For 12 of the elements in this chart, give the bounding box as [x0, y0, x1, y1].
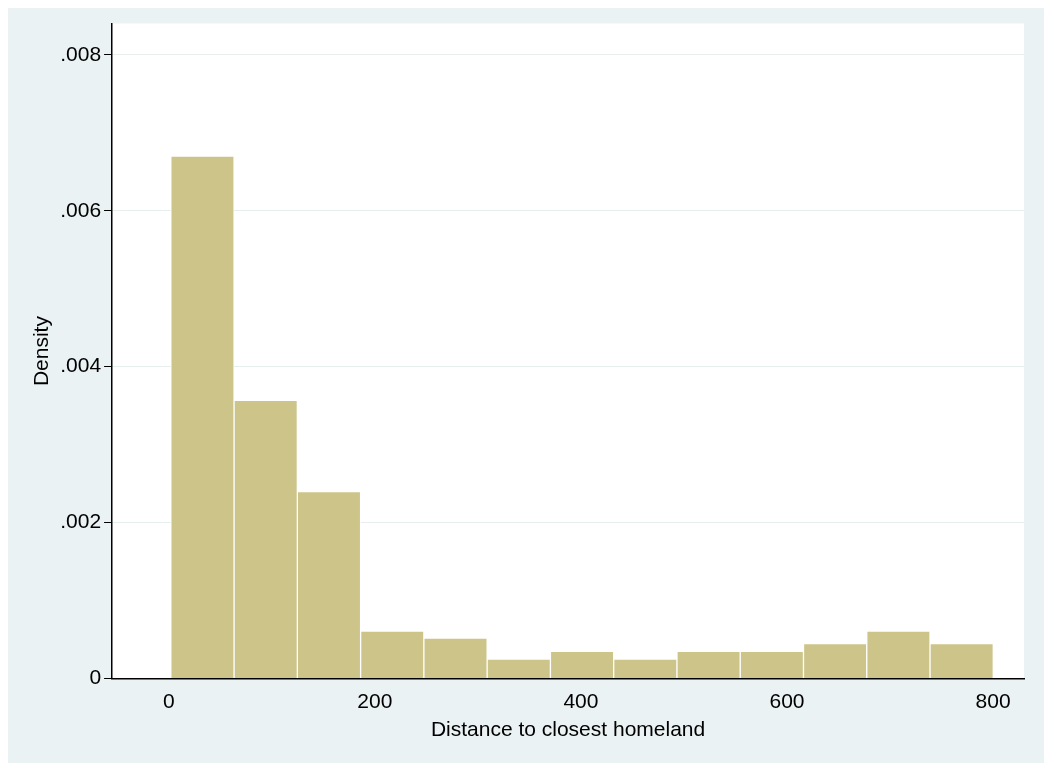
y-tick-label: 0 [89, 665, 102, 689]
x-tick-label: 600 [769, 689, 805, 712]
y-tick-label: .006 [60, 197, 102, 221]
x-tick-label: 800 [975, 689, 1011, 712]
x-tick-label: 0 [162, 689, 175, 712]
y-axis-title: Density [29, 315, 53, 387]
y-tick-label: .002 [60, 509, 102, 533]
y-tick-label: .008 [60, 41, 102, 65]
y-tick-label: .004 [60, 353, 102, 377]
x-axis-title: Distance to closest homeland [430, 717, 706, 741]
x-tick-label: 200 [357, 689, 393, 712]
x-tick-label: 400 [563, 689, 599, 712]
